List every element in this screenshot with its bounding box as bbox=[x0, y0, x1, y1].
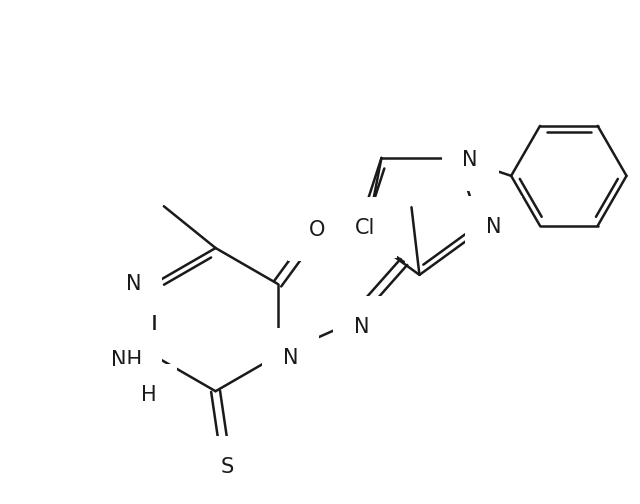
Text: N: N bbox=[354, 317, 370, 337]
Text: N: N bbox=[463, 150, 478, 170]
Text: N: N bbox=[126, 274, 141, 294]
Text: N: N bbox=[486, 217, 501, 237]
Text: N: N bbox=[283, 348, 298, 368]
Text: Cl: Cl bbox=[355, 218, 376, 237]
Text: S: S bbox=[221, 457, 234, 477]
Text: NH: NH bbox=[111, 350, 141, 370]
Text: H: H bbox=[141, 385, 156, 405]
Text: O: O bbox=[309, 220, 326, 240]
